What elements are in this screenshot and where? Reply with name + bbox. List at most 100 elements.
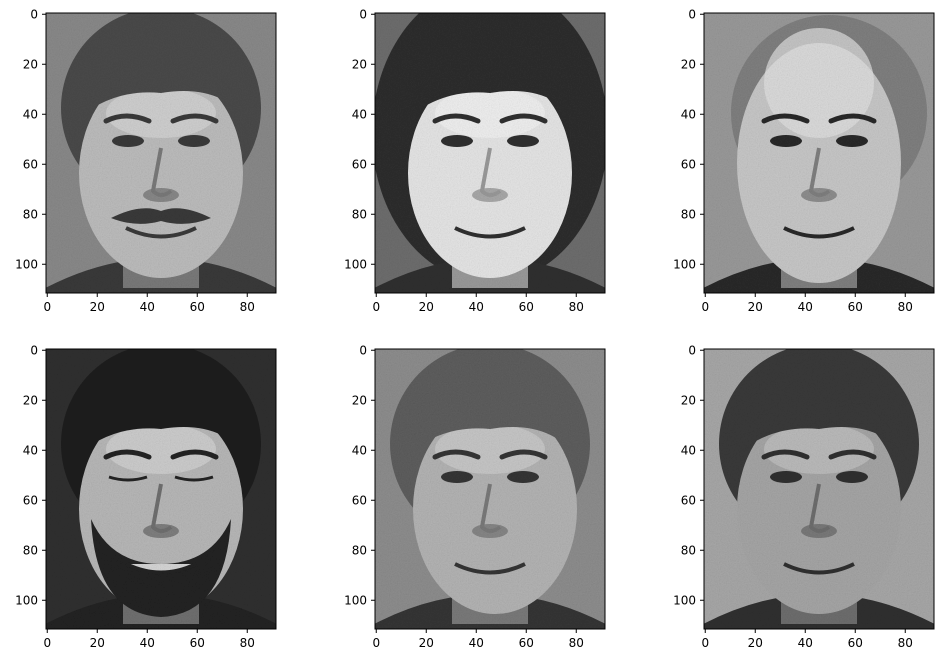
x-tick-label: 0	[372, 300, 380, 314]
y-tick-label: 100	[344, 257, 367, 271]
nostrils	[801, 188, 837, 202]
image-panel: 0 20 40 60 80 0 20 40 60 80 100	[344, 343, 606, 650]
y-tick-label: 100	[344, 593, 367, 607]
forehead-highlight	[764, 28, 874, 138]
x-tick-label: 20	[90, 636, 105, 650]
forehead-highlight	[435, 88, 545, 138]
axes-frame	[374, 12, 606, 294]
y-tick-label: 80	[23, 543, 38, 557]
image-panel: 0 20 40 60 80 0 20 40 60 80 100	[15, 7, 277, 314]
x-tick-label: 20	[419, 636, 434, 650]
left-eyebrow	[432, 449, 481, 460]
nostrils	[143, 188, 179, 202]
y-tick-label: 20	[23, 393, 38, 407]
right-eyebrow	[499, 449, 548, 460]
x-tick-label: 20	[419, 300, 434, 314]
right-eye	[174, 475, 214, 482]
left-eye	[108, 475, 148, 482]
x-tick-label: 0	[43, 300, 51, 314]
x-tick-label: 60	[848, 300, 863, 314]
x-tick-label: 0	[43, 636, 51, 650]
x-tick-label: 40	[469, 300, 484, 314]
right-eyebrow	[499, 113, 548, 124]
y-tick-label: 60	[352, 493, 367, 507]
left-eye	[441, 471, 473, 483]
x-tick-label: 0	[701, 636, 709, 650]
right-eyebrow	[170, 449, 219, 460]
x-tick-label: 60	[190, 636, 205, 650]
x-tick-label: 80	[569, 636, 584, 650]
left-eyebrow	[103, 113, 152, 124]
y-tick-label: 60	[23, 493, 38, 507]
x-tick-label: 20	[90, 300, 105, 314]
x-tick-label: 40	[140, 300, 155, 314]
y-tick-label: 0	[359, 343, 367, 357]
x-tick-label: 40	[798, 300, 813, 314]
x-tick-label: 80	[898, 300, 913, 314]
mouth	[454, 226, 526, 239]
left-eye	[441, 135, 473, 147]
y-tick-label: 100	[673, 593, 696, 607]
x-tick-label: 20	[748, 300, 763, 314]
y-tick-label: 80	[681, 543, 696, 557]
y-tick-label: 100	[673, 257, 696, 271]
face-image	[704, 349, 934, 629]
face-image	[704, 13, 934, 293]
x-tick-label: 40	[798, 636, 813, 650]
hair-fringe	[731, 401, 907, 459]
y-tick-label: 0	[688, 7, 696, 21]
y-tick-label: 100	[15, 257, 38, 271]
hair-fringe	[73, 401, 249, 459]
x-tick-label: 60	[848, 636, 863, 650]
nostrils	[472, 524, 508, 538]
image-panel: 0 20 40 60 80 0 20 40 60 80 100	[15, 343, 277, 650]
forehead-highlight	[764, 424, 874, 474]
mustache	[111, 208, 211, 224]
hair-fringe	[73, 65, 249, 123]
x-tick-label: 80	[240, 636, 255, 650]
mouth	[125, 562, 197, 575]
left-eyebrow	[103, 449, 152, 460]
left-eyebrow	[761, 113, 810, 124]
axes-frame	[45, 12, 277, 294]
right-eye	[836, 471, 868, 483]
right-eyebrow	[828, 449, 877, 460]
y-tick-label: 40	[681, 443, 696, 457]
y-tick-label: 20	[681, 393, 696, 407]
right-eye	[507, 135, 539, 147]
y-tick-label: 40	[23, 107, 38, 121]
y-tick-label: 0	[30, 343, 38, 357]
x-tick-label: 0	[372, 636, 380, 650]
x-tick-label: 40	[469, 636, 484, 650]
image-panel: 0 20 40 60 80 0 20 40 60 80 100	[344, 7, 606, 314]
y-tick-label: 40	[352, 107, 367, 121]
left-eyebrow	[432, 113, 481, 124]
y-tick-label: 100	[15, 593, 38, 607]
forehead-highlight	[106, 424, 216, 474]
right-eyebrow	[170, 113, 219, 124]
y-tick-label: 40	[352, 443, 367, 457]
y-tick-label: 80	[352, 207, 367, 221]
axes-frame	[374, 348, 606, 630]
y-tick-label: 20	[681, 57, 696, 71]
y-tick-label: 20	[352, 393, 367, 407]
axes-frame	[703, 12, 935, 294]
mouth	[125, 226, 197, 239]
left-eye	[770, 471, 802, 483]
right-eye	[836, 135, 868, 147]
nostrils	[801, 524, 837, 538]
y-tick-label: 60	[23, 157, 38, 171]
y-tick-label: 60	[681, 157, 696, 171]
y-tick-label: 80	[681, 207, 696, 221]
mouth	[783, 226, 855, 239]
y-tick-label: 60	[352, 157, 367, 171]
forehead-highlight	[435, 424, 545, 474]
y-tick-label: 0	[688, 343, 696, 357]
y-tick-label: 0	[359, 7, 367, 21]
y-tick-label: 20	[352, 57, 367, 71]
y-tick-label: 20	[23, 57, 38, 71]
y-tick-label: 0	[30, 7, 38, 21]
hair-fringe	[402, 401, 578, 459]
nostrils	[143, 524, 179, 538]
x-tick-label: 60	[190, 300, 205, 314]
